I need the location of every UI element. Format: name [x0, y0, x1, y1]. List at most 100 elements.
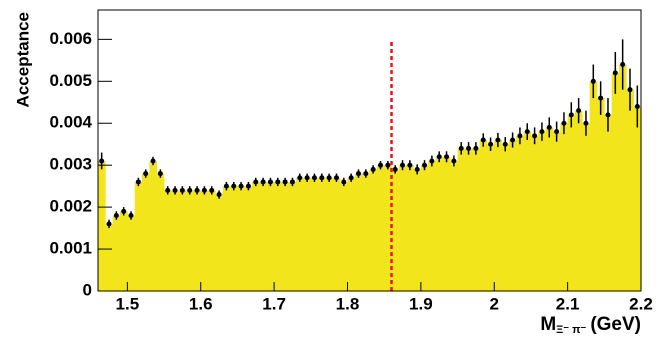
y-tick-label: 0.003 — [49, 155, 92, 174]
data-point — [201, 187, 207, 193]
data-point — [495, 137, 501, 143]
data-point — [473, 145, 479, 151]
bar — [142, 173, 150, 291]
data-point — [150, 158, 156, 164]
bar — [237, 186, 246, 291]
data-point — [319, 175, 325, 181]
data-point — [333, 175, 339, 181]
x-tick-label: 1.6 — [189, 294, 213, 313]
bar — [208, 190, 216, 291]
bar — [186, 190, 194, 291]
data-point — [429, 158, 435, 164]
bar — [230, 186, 238, 291]
bar — [340, 181, 348, 291]
bar — [200, 190, 209, 291]
bar — [494, 140, 502, 291]
x-tick-label: 2 — [490, 294, 499, 313]
x-tick-label: 1.5 — [116, 294, 140, 313]
bar — [567, 114, 576, 292]
data-point — [245, 183, 251, 189]
data-point — [157, 171, 163, 177]
bar — [626, 89, 634, 291]
y-tick-label: 0.006 — [49, 29, 92, 48]
bar — [508, 140, 517, 291]
bar — [442, 156, 451, 291]
x-label-main: M — [540, 314, 556, 335]
data-point — [400, 162, 406, 168]
data-point — [238, 183, 244, 189]
data-point — [605, 112, 611, 118]
bar — [406, 165, 414, 291]
data-point — [113, 213, 119, 219]
bar — [376, 165, 385, 291]
bar — [450, 160, 458, 291]
data-point — [524, 129, 530, 135]
bar — [215, 194, 224, 291]
bar — [472, 148, 480, 291]
bar — [252, 181, 260, 291]
bar — [457, 148, 466, 291]
bar — [391, 169, 400, 291]
data-point — [385, 162, 391, 168]
data-point — [341, 179, 347, 185]
bar — [560, 123, 568, 292]
data-point — [598, 95, 604, 101]
data-point — [539, 129, 545, 135]
data-point — [216, 192, 222, 198]
plot-frame — [97, 9, 642, 292]
bar — [530, 135, 539, 291]
x-axis-label: MΞ⁻ π⁻ (GeV) — [540, 314, 641, 336]
data-point — [253, 179, 259, 185]
bar — [171, 190, 180, 291]
bar — [134, 181, 143, 291]
data-point — [510, 137, 516, 143]
bar — [156, 173, 165, 291]
data-point — [583, 120, 589, 126]
bar — [303, 177, 312, 291]
y-tick-label: 0.001 — [49, 239, 92, 258]
data-point — [363, 171, 369, 177]
bar — [523, 131, 532, 291]
bar — [288, 181, 297, 291]
data-point — [326, 175, 332, 181]
bar — [420, 165, 429, 291]
data-point — [179, 187, 185, 193]
bar — [105, 223, 113, 291]
x-tick-label: 1.7 — [262, 294, 286, 313]
data-point — [275, 179, 281, 185]
bar — [611, 72, 620, 291]
bar — [552, 131, 561, 291]
bar — [538, 131, 546, 291]
bar — [501, 144, 510, 291]
bar — [486, 144, 495, 291]
bar — [318, 177, 326, 291]
data-point — [260, 179, 266, 185]
data-point — [532, 133, 538, 139]
bar — [428, 160, 436, 291]
bar — [222, 186, 231, 291]
data-point — [488, 141, 494, 147]
bar — [274, 181, 282, 291]
bar — [281, 181, 290, 291]
bar — [516, 135, 524, 291]
x-label-sub: Ξ⁻ π⁻ — [556, 324, 586, 336]
bar — [332, 177, 341, 291]
bar — [98, 160, 106, 291]
data-point — [620, 62, 626, 68]
bar — [178, 190, 187, 291]
data-point — [297, 175, 303, 181]
bar — [596, 98, 605, 292]
x-tick-label: 2.2 — [629, 294, 653, 313]
data-point — [466, 145, 472, 151]
data-point — [414, 166, 420, 172]
data-point — [480, 137, 486, 143]
y-tick-label: 0.002 — [49, 197, 92, 216]
bar — [589, 81, 598, 291]
data-point — [444, 154, 450, 160]
data-point — [576, 108, 582, 114]
data-point — [436, 154, 442, 160]
bar — [149, 160, 158, 291]
data-point — [355, 171, 361, 177]
